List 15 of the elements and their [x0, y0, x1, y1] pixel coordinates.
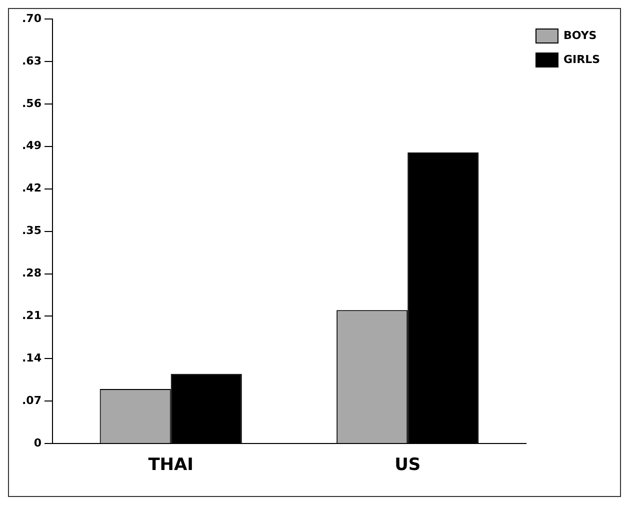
x-tick-label: THAI	[148, 455, 194, 476]
y-tick-label: .49	[22, 139, 42, 152]
y-tick-label: .21	[22, 309, 42, 322]
y-tick-label: .07	[22, 394, 42, 407]
legend-label: BOYS	[563, 28, 597, 42]
y-tick-label: .70	[22, 12, 42, 25]
y-tick-label: .28	[22, 266, 42, 280]
y-tick-label: .14	[22, 352, 42, 365]
y-tick-label: .56	[22, 96, 42, 110]
x-tick-label: US	[394, 455, 421, 476]
y-tick-label: .42	[22, 182, 42, 195]
legend-label: GIRLS	[563, 52, 600, 66]
y-tick-label: .35	[22, 224, 42, 238]
y-tick-label: .63	[22, 54, 42, 68]
y-tick-label: 0	[34, 436, 42, 450]
